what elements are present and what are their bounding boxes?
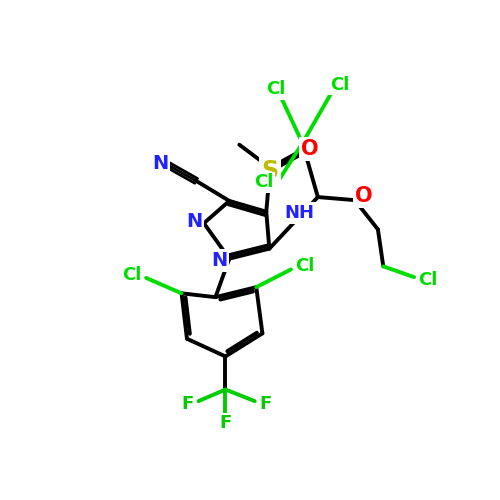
- Text: O: O: [302, 140, 319, 160]
- Text: Cl: Cl: [295, 258, 314, 276]
- Text: O: O: [355, 186, 373, 206]
- Text: F: F: [260, 395, 272, 413]
- Text: N: N: [186, 212, 202, 231]
- Text: S: S: [262, 159, 278, 183]
- Text: Cl: Cl: [122, 266, 142, 284]
- Text: Cl: Cl: [266, 80, 286, 98]
- Text: N: N: [211, 250, 228, 270]
- Text: Cl: Cl: [330, 76, 349, 94]
- Text: F: F: [182, 395, 194, 413]
- Text: F: F: [220, 414, 232, 432]
- Text: Cl: Cl: [254, 174, 274, 192]
- Text: Cl: Cl: [418, 271, 438, 289]
- Text: N: N: [152, 154, 168, 174]
- Text: NH: NH: [284, 204, 314, 222]
